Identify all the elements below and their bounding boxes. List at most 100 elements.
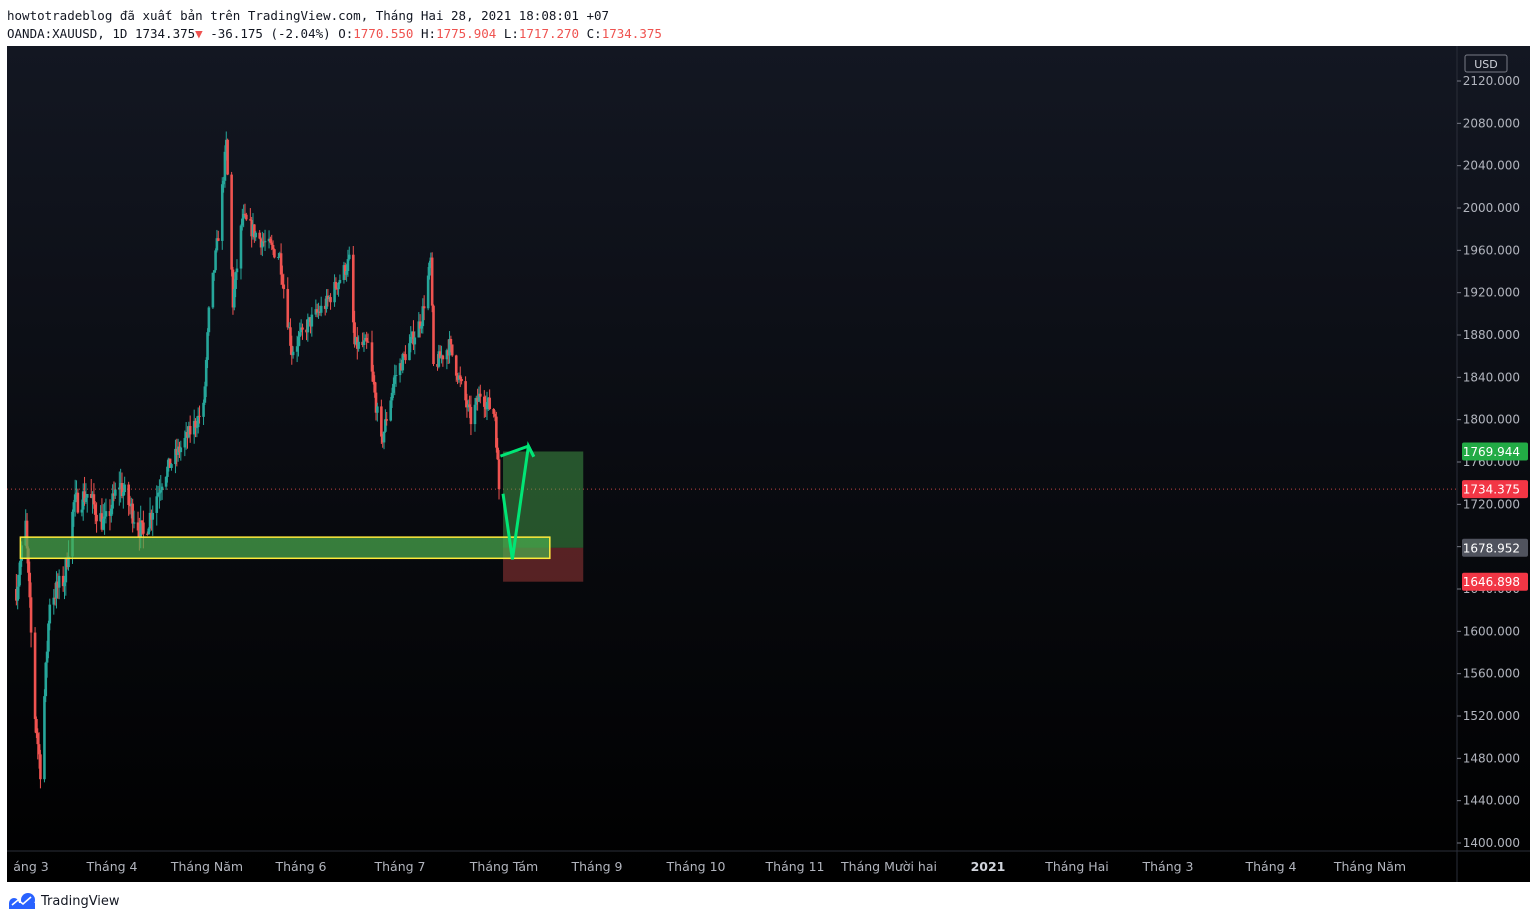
candle-body [24, 520, 28, 546]
candle-body [89, 494, 93, 498]
time-axis[interactable]: áng 3 Tháng 4 Tháng Năm Tháng 6 Tháng 7 Tháng… [13, 859, 1406, 874]
candle-body [347, 254, 351, 260]
candle-body [333, 281, 336, 303]
time-tick-label: áng 3 [13, 859, 48, 874]
price-chart[interactable]: 2120.000 2080.000 2040.000 2000.000 1960.000… [7, 46, 1530, 882]
candle-body [267, 238, 271, 242]
time-tick-label: Tháng 6 [274, 859, 326, 874]
candle-body [84, 497, 88, 502]
footer-brand: TradingView [41, 893, 120, 909]
candle-body [422, 306, 426, 309]
candle-body [258, 232, 261, 239]
candle-body [112, 493, 116, 496]
candle-body [71, 511, 74, 557]
candle-body [446, 350, 450, 356]
candle-body [445, 350, 449, 360]
candle-body [76, 492, 80, 513]
candle-body [35, 718, 38, 734]
candle-body [150, 512, 153, 520]
candle-body [374, 392, 378, 413]
candle-body [188, 425, 192, 435]
candle-body [393, 375, 397, 384]
open-value: 1770.550 [353, 26, 414, 41]
arrow-head [499, 444, 536, 458]
candle-body [287, 327, 291, 329]
price-tick-label: 1720.000 [1463, 497, 1520, 511]
candle-body [48, 604, 52, 624]
candle-body [28, 572, 32, 598]
candle-body [464, 381, 467, 401]
time-tick-label: Tháng 4 [85, 859, 137, 874]
candles [15, 131, 501, 789]
candle-body [448, 338, 451, 356]
candle-body [295, 346, 299, 352]
candle-body [204, 359, 208, 387]
time-tick-label: Tháng Năm [170, 859, 243, 874]
candle-body [170, 464, 173, 468]
candle-body [319, 305, 323, 313]
candle-body [290, 345, 294, 356]
candle-body [497, 459, 501, 490]
time-tick-label: Tháng 3 [1141, 859, 1193, 874]
publish-info: howtotradeblog đã xuất bản trên TradingV… [7, 8, 610, 23]
candle-body [57, 575, 61, 588]
candle-body [92, 494, 96, 505]
candle-body [297, 336, 300, 347]
candle-body [91, 494, 94, 498]
candle-body [160, 486, 164, 491]
candle-body [61, 575, 65, 587]
candle-body [29, 597, 33, 633]
candle-body [251, 224, 255, 237]
candle-body [476, 397, 479, 402]
candle-body [466, 404, 470, 408]
candle-body [468, 404, 471, 408]
price-tick-label: 2120.000 [1463, 74, 1520, 88]
candle-body [119, 483, 122, 488]
candle-body [15, 589, 18, 601]
candle-body [195, 427, 199, 429]
candle-body [385, 419, 389, 421]
candle-body [484, 406, 487, 410]
candle-body [147, 528, 151, 535]
candle-body [132, 522, 136, 524]
time-tick-label: Tháng Mười hai [840, 859, 937, 874]
candle-body [392, 383, 395, 393]
candle-body [382, 431, 386, 443]
candle-body [202, 402, 205, 417]
candle-body [404, 354, 407, 361]
candle-body [418, 321, 422, 329]
time-tick-label: Tháng 11 [765, 859, 825, 874]
candle-body [262, 241, 266, 243]
candle-body [496, 447, 499, 460]
candle-body [493, 413, 497, 417]
candle-body [243, 213, 247, 215]
candle-body [273, 249, 276, 258]
high-value: 1775.904 [436, 26, 497, 41]
candle-body [437, 351, 441, 367]
candle-body [365, 337, 368, 342]
candle-body [420, 326, 423, 329]
time-tick-label: Tháng Tám [469, 859, 538, 874]
candle-body [249, 219, 252, 221]
candle-body [39, 754, 42, 780]
candle-body [166, 466, 169, 477]
candle-body [410, 331, 414, 337]
candle-body [456, 375, 459, 380]
candle-body [85, 494, 89, 498]
candle-body [250, 220, 253, 237]
candle-body [104, 511, 108, 517]
candle-body [241, 218, 244, 226]
candle-body [281, 274, 284, 285]
svg-text:USD: USD [1474, 58, 1498, 71]
candle-body [323, 305, 327, 309]
price-tick-label: 1960.000 [1463, 243, 1520, 257]
candle-body [235, 268, 239, 273]
candle-body [454, 355, 458, 376]
candle-body [234, 272, 237, 289]
candle-body [279, 253, 283, 275]
candle-body [168, 458, 172, 468]
candle-body [334, 281, 338, 289]
candle-body [37, 744, 41, 755]
symbol-interval: OANDA:XAUUSD, 1D [7, 26, 128, 41]
candle-body [245, 214, 248, 220]
